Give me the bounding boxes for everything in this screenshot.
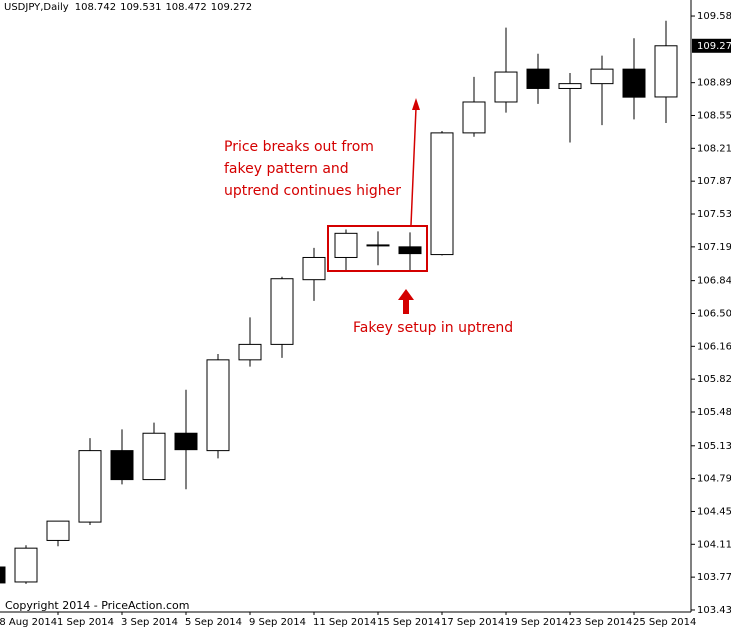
candle-body [270,278,294,345]
candle-body [78,450,102,523]
candle-body [238,343,262,361]
candle-body [334,232,358,258]
candle-body [174,432,198,451]
setup-arrow [398,289,414,314]
candle-body [558,83,582,89]
y-tick-label: 103.430 [697,605,731,616]
x-tick-label: 23 Sep 2014 [569,617,632,628]
symbol: USDJPY,Daily [4,2,69,13]
x-tick-label: 11 Sep 2014 [313,617,376,628]
y-tick-label: 105.820 [697,374,731,385]
x-tick-label: 3 Sep 2014 [121,617,178,628]
candle-body [302,256,326,281]
annotation: uptrend continues higher [224,183,401,199]
chart-header: USDJPY,Daily 108.742 109.531 108.472 109.272 [4,2,252,13]
y-tick-label: 107.530 [697,209,731,220]
candle-body [46,520,70,541]
y-tick-label: 106.500 [697,308,731,319]
y-tick-label: 106.160 [697,341,731,352]
candle-body [110,450,134,481]
y-tick-label: 105.130 [697,441,731,452]
candle-body [526,68,550,89]
candle-body [494,71,518,103]
x-tick-label: 1 Sep 2014 [57,617,114,628]
x-tick-label: 15 Sep 2014 [377,617,440,628]
x-tick-label: 25 Sep 2014 [633,617,696,628]
y-tick-label: 103.770 [697,572,731,583]
candle-body [622,68,646,98]
candle-body [398,246,422,255]
copyright: Copyright 2014 - PriceAction.com [5,599,189,612]
header-low: 108.472 [165,2,206,13]
x-tick-label: 19 Sep 2014 [505,617,568,628]
annotation: Fakey setup in uptrend [353,320,513,336]
candle-body [654,45,678,98]
candle-body [0,566,6,584]
fakey-box [327,225,428,272]
annotation: Price breaks out from [224,139,374,155]
price-label-bg [692,38,731,53]
y-tick-label: 104.450 [697,506,731,517]
y-tick-label: 106.840 [697,276,731,287]
x-tick-label: 9 Sep 2014 [249,617,306,628]
candle-body [462,101,486,134]
x-tick-label: 28 Aug 2014 [0,617,57,628]
header-high: 109.531 [120,2,161,13]
x-tick-label: 5 Sep 2014 [185,617,242,628]
header-close: 109.272 [211,2,252,13]
y-tick-label: 108.210 [697,143,731,154]
y-tick-label: 109.580 [697,11,731,22]
breakout-arrow [410,107,417,226]
candle-body [206,359,230,452]
price-label: 109.272 [697,41,731,52]
candle-body [142,432,166,481]
y-tick-label: 107.190 [697,242,731,253]
y-tick-label: 105.480 [697,407,731,418]
breakout-arrowhead [412,98,420,110]
candle-body [366,244,390,247]
y-tick-label: 108.550 [697,111,731,122]
candle-body [430,132,454,256]
y-tick-label: 104.110 [697,539,731,550]
y-tick-label: 108.890 [697,78,731,89]
x-tick-label: 17 Sep 2014 [441,617,504,628]
header-open: 108.742 [75,2,116,13]
y-tick-label: 104.790 [697,474,731,485]
candle-body [14,547,38,583]
annotation: fakey pattern and [224,161,349,177]
y-tick-label: 107.870 [697,176,731,187]
candle-body [590,68,614,85]
